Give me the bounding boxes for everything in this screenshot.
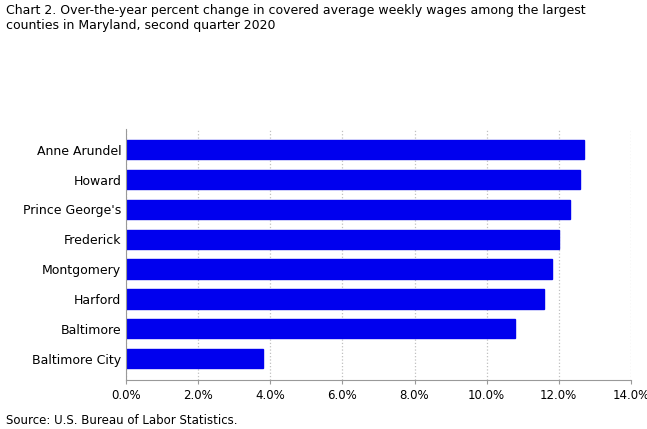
Bar — [126, 230, 559, 249]
Bar — [126, 200, 569, 219]
Text: Chart 2. Over-the-year percent change in covered average weekly wages among the : Chart 2. Over-the-year percent change in… — [6, 4, 586, 32]
Bar — [126, 289, 544, 308]
Bar — [126, 349, 263, 368]
Bar — [126, 140, 584, 160]
Bar — [126, 319, 516, 338]
Bar — [126, 260, 551, 279]
Bar — [126, 170, 580, 189]
Text: Source: U.S. Bureau of Labor Statistics.: Source: U.S. Bureau of Labor Statistics. — [6, 414, 238, 427]
